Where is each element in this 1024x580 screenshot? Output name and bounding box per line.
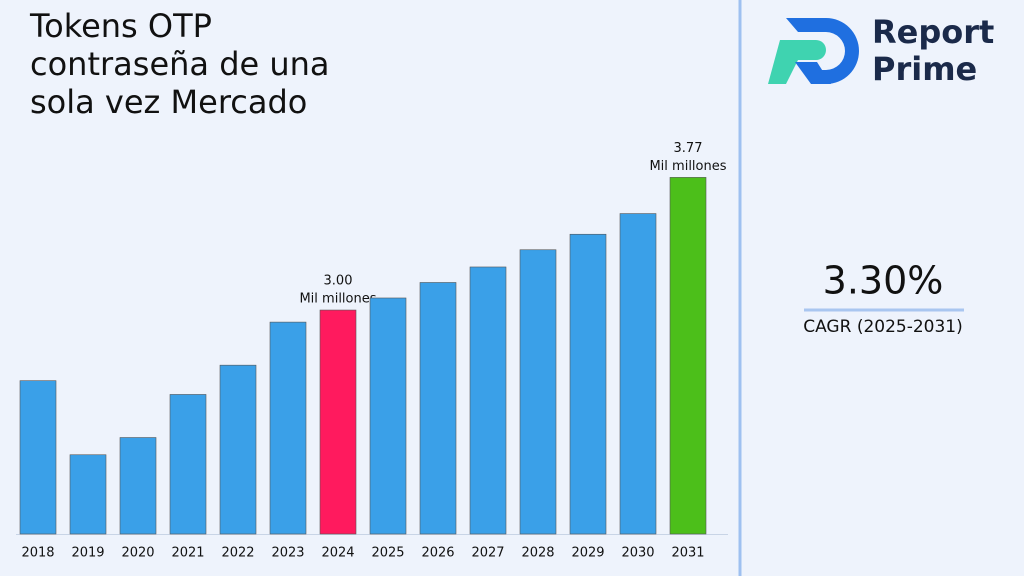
bar [69,454,107,535]
x-tick-label: 2018 [21,546,54,561]
chart-title: Tokens OTP contraseña de una sola vez Merc… [29,7,330,121]
bar [669,177,707,535]
x-tick-label: 2030 [621,546,654,561]
x-tick-label: 2023 [271,546,304,561]
x-tick-label: 2031 [671,546,704,561]
x-tick-label: 2027 [471,546,504,561]
value-label-unit: Mil millones [299,292,376,307]
bar [469,266,507,535]
x-tick-label: 2028 [521,546,554,561]
cagr-label: CAGR (2025-2031) [803,317,963,337]
bar [519,249,557,535]
brand-name: Report [872,13,994,51]
bar [119,437,157,535]
bar [269,321,307,535]
bar [619,213,657,535]
value-label: 3.00 [324,274,353,289]
logo [768,18,859,84]
x-tick-label: 2025 [371,546,404,561]
x-tick-label: 2024 [321,546,354,561]
bar [319,309,357,535]
brand-name: Prime [872,50,977,88]
bar [369,297,407,535]
x-tick-label: 2029 [571,546,604,561]
x-tick-label: 2020 [121,546,154,561]
bar [219,364,257,535]
x-tick-label: 2026 [421,546,454,561]
bar [169,394,207,535]
value-label-unit: Mil millones [649,159,726,174]
bar [419,282,457,535]
bar [569,233,607,535]
cagr-value: 3.30% [823,259,944,303]
bar [19,380,57,535]
x-tick-label: 2019 [71,546,104,561]
x-tick-label: 2021 [171,546,204,561]
value-label: 3.77 [674,141,703,156]
x-tick-label: 2022 [221,546,254,561]
